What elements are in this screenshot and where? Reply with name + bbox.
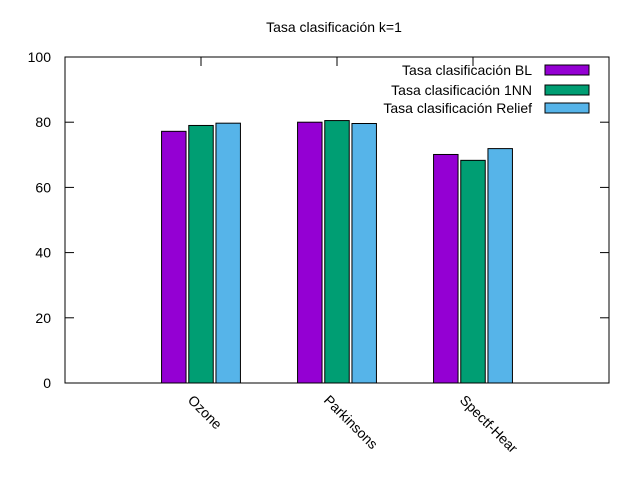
legend-label: Tasa clasificación 1NN [391,82,532,98]
legend: Tasa clasificación BL Tasa clasificación … [383,62,590,116]
y-tick-label: 80 [35,114,51,130]
x-tick-label: Parkinsons [321,392,381,452]
bar-ozone-series-2 [188,124,214,384]
legend-swatch [544,102,590,114]
y-tick-label: 100 [28,49,52,65]
legend-swatch [544,64,590,76]
bar-parkinsons-series-1 [297,121,323,384]
chart-title: Tasa clasificación k=1 [266,19,402,35]
bar-parkinsons-series-2 [324,120,350,384]
legend-label: Tasa clasificación BL [402,62,532,78]
bar-spectf-hear-series-2 [460,159,486,384]
bar-ozone-series-3 [215,122,241,384]
bar-spectf-hear-series-3 [487,148,513,384]
bar-parkinsons-series-3 [351,123,377,384]
x-tick-label: Spectf-Hear [457,392,521,456]
y-tick-label: 0 [43,375,51,391]
y-tick-label: 40 [35,245,51,261]
x-tick-label: Ozone [185,392,226,433]
y-tick-label: 60 [35,179,51,195]
bar-ozone-series-1 [161,130,187,384]
legend-swatch [544,84,590,96]
bars [161,120,513,384]
legend-label: Tasa clasificación Relief [383,100,532,116]
y-tick-label: 20 [35,310,51,326]
bar-spectf-hear-series-1 [433,153,459,384]
